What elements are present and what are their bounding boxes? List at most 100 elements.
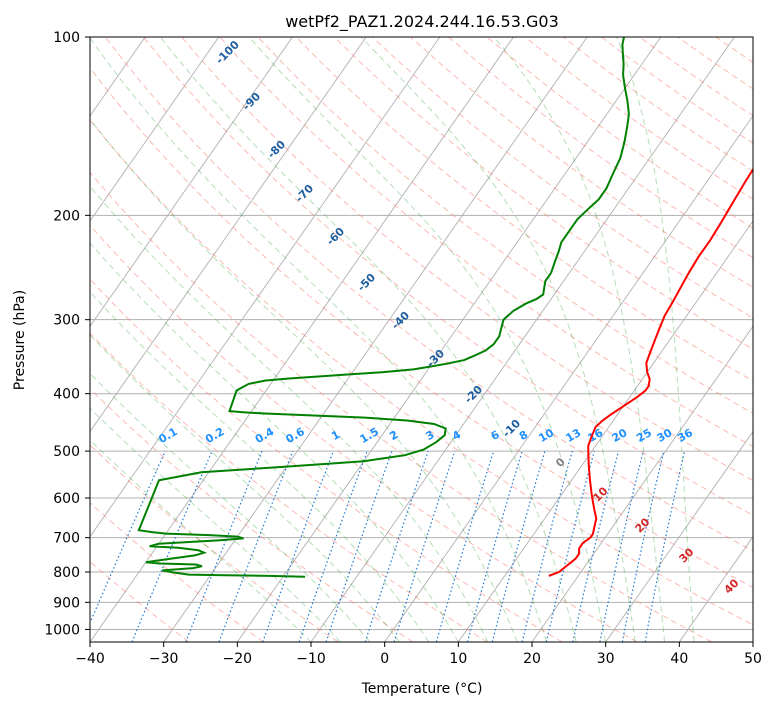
moist-adiabat-line xyxy=(90,118,518,642)
isotherm-line xyxy=(236,37,662,642)
dry-adiabat-label: -50 xyxy=(355,271,378,294)
mixing-ratio-label: 10 xyxy=(536,426,556,445)
mixing-ratio-label: 0.4 xyxy=(253,425,277,446)
mixing-ratio-line xyxy=(218,450,294,642)
y-tick-label: 400 xyxy=(53,387,80,403)
y-tick-label: 200 xyxy=(53,208,80,224)
y-tick-label: 800 xyxy=(53,565,80,581)
moist-adiabat-line xyxy=(248,37,607,642)
dry-adiabat-line xyxy=(486,37,753,229)
background-grid xyxy=(0,37,753,642)
moist-adiabat-line xyxy=(90,439,312,642)
isotherm-line xyxy=(0,37,72,642)
mixing-ratio-line xyxy=(644,450,686,642)
moist-adiabat-line xyxy=(90,291,430,642)
dry-adiabat-line xyxy=(90,332,488,642)
x-axis-label: Temperature (°C) xyxy=(361,681,483,697)
mixing-ratio-line xyxy=(325,450,393,642)
y-tick-label: 700 xyxy=(53,531,80,547)
isotherm-line xyxy=(90,37,220,222)
curve-labels: -100-90-80-70-60-50-40-30-20-100.1 0.2 0.4… xyxy=(156,38,741,597)
isotherm-line xyxy=(90,37,293,328)
moist-adiabat-line xyxy=(616,37,695,642)
mixing-ratio-label: 36 xyxy=(675,426,695,445)
dry-adiabat-line xyxy=(90,224,638,642)
moist-adiabat-line xyxy=(90,242,459,642)
isotherm-line xyxy=(531,325,753,642)
mixing-ratio-label: 20 xyxy=(610,426,630,445)
plot-frame xyxy=(89,36,754,643)
dewpoint-profile-line xyxy=(137,37,630,578)
dry-adiabat-label: -60 xyxy=(324,225,347,248)
mixing-ratio-line xyxy=(185,450,263,642)
mixing-ratio-line xyxy=(393,450,456,642)
dry-adiabat-label: -40 xyxy=(389,309,412,332)
dry-adiabat-line xyxy=(90,278,563,642)
mixing-ratio-label: 8 xyxy=(517,428,530,443)
isotherm-line xyxy=(90,37,367,433)
isotherm-line xyxy=(605,430,753,642)
dry-adiabat-line xyxy=(295,37,753,382)
mixing-ratio-line xyxy=(491,450,546,642)
dry-adiabat-line xyxy=(90,388,414,642)
moist-adiabat-line xyxy=(90,37,548,642)
x-tick-label: −30 xyxy=(149,651,179,667)
moist-adiabat-line xyxy=(360,37,636,642)
isotherm-line xyxy=(310,37,735,642)
mixing-ratio-label: 1 xyxy=(329,428,342,443)
dry-adiabat-line xyxy=(257,37,753,414)
mixing-ratio-line xyxy=(262,450,334,642)
isotherm-line xyxy=(163,37,588,642)
y-tick-label: 600 xyxy=(53,491,80,507)
moist-adiabat-label: 40 xyxy=(722,576,742,596)
moist-adiabat-line xyxy=(493,37,666,642)
dry-adiabat-line xyxy=(639,37,753,117)
x-tick-label: −20 xyxy=(223,651,253,667)
dry-adiabat-label: -90 xyxy=(240,90,263,113)
mixing-ratio-line xyxy=(364,450,429,642)
isotherm-line xyxy=(678,535,753,642)
moist-adiabat-line xyxy=(159,37,577,642)
dry-adiabat-line xyxy=(143,37,753,516)
isotherm-line xyxy=(752,641,753,642)
isotherm-line xyxy=(90,37,441,538)
mixing-ratio-label: 3 xyxy=(423,428,436,443)
moist-adiabat-line xyxy=(90,372,371,642)
x-tick-label: 0 xyxy=(380,651,389,667)
y-axis-label: Pressure (hPa) xyxy=(12,290,28,390)
dry-adiabat-line xyxy=(333,37,753,350)
chart-title: wetPf2_PAZ1.2024.244.16.53.G03 xyxy=(285,12,559,32)
mixing-ratio-label: 0.1 xyxy=(156,425,179,446)
mixing-ratio-line xyxy=(545,450,595,642)
x-tick-label: 50 xyxy=(744,651,762,667)
dry-adiabat-line xyxy=(372,37,753,319)
x-tick-label: 20 xyxy=(523,651,541,667)
dry-adiabat-line xyxy=(219,37,753,448)
mixing-ratio-line xyxy=(572,450,620,642)
mixing-ratio-line xyxy=(435,450,495,642)
moist-adiabat-line xyxy=(90,185,489,642)
mixing-ratio-label: 0.2 xyxy=(203,425,226,446)
dry-adiabat-label: -70 xyxy=(293,182,316,205)
moist-adiabat-line xyxy=(90,334,400,642)
dry-adiabat-label: -80 xyxy=(265,138,288,161)
dry-adiabat-line xyxy=(754,37,775,642)
y-tick-label: 500 xyxy=(53,444,80,460)
x-tick-label: −40 xyxy=(75,651,105,667)
dry-adiabat-line xyxy=(410,37,753,289)
x-tick-label: −10 xyxy=(296,651,326,667)
moist-adiabat-label: 30 xyxy=(677,545,697,565)
dry-adiabat-line xyxy=(90,502,264,642)
y-axis: 100 200 300 400 500 600 700 800 900 1000 xyxy=(44,30,90,638)
x-tick-label: 30 xyxy=(597,651,615,667)
mixing-ratio-line xyxy=(521,450,573,642)
dry-adiabat-line xyxy=(104,37,753,552)
isotherm-line xyxy=(384,115,753,642)
temperature-profile-line xyxy=(548,167,753,577)
moist-adiabat-label: 20 xyxy=(633,515,653,535)
dry-adiabat-line xyxy=(90,67,753,588)
mixing-ratio-line xyxy=(599,450,644,642)
dry-adiabat-line xyxy=(90,171,712,642)
mixing-ratio-label: 0.6 xyxy=(284,425,308,446)
